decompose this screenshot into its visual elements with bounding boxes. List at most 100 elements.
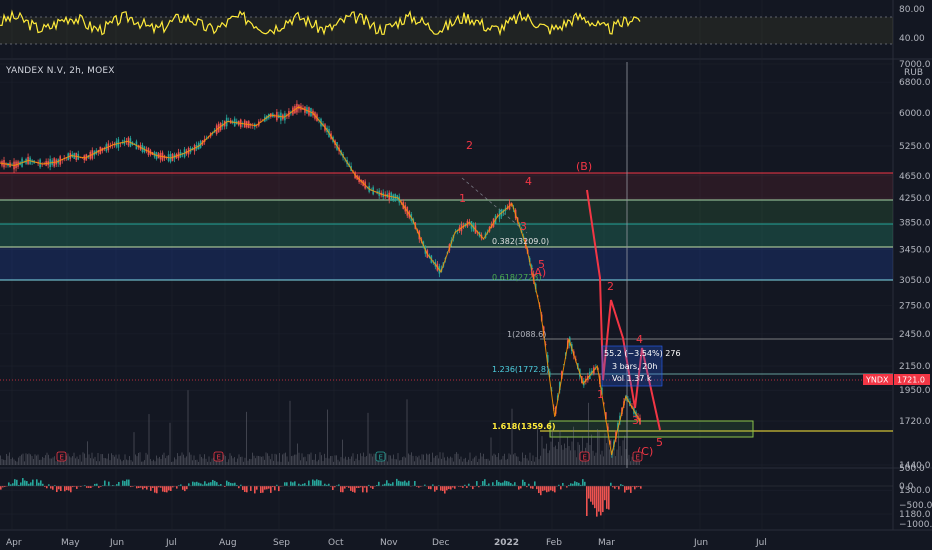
volume-bar <box>363 452 364 465</box>
volume-bar <box>331 455 333 465</box>
fib-label-0618: 0.618(2723) <box>492 273 542 282</box>
volume-bar <box>628 454 630 465</box>
fib-label-1: 1(2088.6) <box>507 330 546 339</box>
volume-bar <box>147 454 148 465</box>
volume-bar <box>334 455 336 465</box>
hist-bar <box>364 486 366 488</box>
hist-bar <box>156 486 158 494</box>
volume-bar <box>118 454 120 465</box>
candle-body <box>639 417 641 425</box>
volume-bar <box>609 449 610 465</box>
volume-bar <box>274 453 276 465</box>
hist-bar <box>572 483 574 486</box>
hist-bar <box>450 486 452 490</box>
last-price-tag <box>894 374 930 385</box>
price-axis[interactable]: 7000.0 6800.0 6000.0 5250.0 4650.0 4250.0 3850… <box>899 60 931 520</box>
volume-bar <box>357 454 358 465</box>
volume-bar <box>417 457 418 465</box>
hist-bar <box>598 486 600 512</box>
volume-bar <box>322 461 324 465</box>
volume-bar <box>541 436 543 465</box>
volume-bar <box>382 461 384 465</box>
volume-bar <box>255 458 256 465</box>
hist-bar <box>148 486 150 487</box>
time-axis[interactable]: Apr May Jun Jul Aug Sep Oct Nov Dec 2022 Feb Mar Jun… <box>6 538 767 548</box>
hist-bar <box>398 480 400 486</box>
hist-bar <box>592 486 594 505</box>
earnings-marker[interactable]: E <box>375 451 386 462</box>
volume-bar <box>283 453 285 465</box>
price-tick: 3850.0 <box>899 218 931 228</box>
volume-bar <box>388 455 390 465</box>
hist-bar <box>594 486 596 509</box>
hist-bar <box>236 485 238 486</box>
last-price-text: 1721.0 <box>897 376 925 385</box>
hist-bar <box>112 485 114 486</box>
volume-bar <box>457 453 459 465</box>
hist-bar <box>588 486 590 499</box>
hist-bar <box>626 486 628 491</box>
hist-bar <box>304 483 306 486</box>
earnings-marker[interactable]: E <box>213 451 224 462</box>
volume-bar <box>198 461 199 465</box>
volume-bar <box>270 459 271 465</box>
hist-bar <box>576 482 578 486</box>
hist-bar <box>334 486 336 488</box>
volume-bar <box>49 458 51 465</box>
candle-body <box>558 382 561 391</box>
earnings-marker[interactable]: E <box>56 451 67 462</box>
hist-tick-0: 0.0 <box>899 482 914 492</box>
volume-bar <box>462 461 463 465</box>
volume-bar <box>517 456 519 465</box>
volume-bar <box>447 456 448 465</box>
earnings-marker[interactable]: E <box>579 451 590 462</box>
volume-bar <box>360 453 361 465</box>
hist-bar <box>146 486 148 490</box>
volume-bar <box>193 455 195 465</box>
volume-bar <box>144 460 145 465</box>
hist-bar <box>48 484 50 486</box>
volume-bar <box>574 450 576 465</box>
volume-bar <box>120 459 121 465</box>
hist-bar <box>72 486 74 488</box>
volume-bar <box>489 460 490 465</box>
volume-bar <box>480 452 481 465</box>
hist-bar <box>278 486 280 492</box>
volume-bar <box>481 456 483 465</box>
volume-bar <box>100 454 102 465</box>
hist-bar <box>486 484 488 486</box>
volume-bar <box>171 461 172 465</box>
earnings-marker[interactable]: E <box>632 451 643 462</box>
hist-bar <box>596 486 598 517</box>
hist-bar <box>500 482 502 486</box>
wave-3a: 3 <box>520 220 527 233</box>
hist-bar <box>344 486 346 489</box>
time-tick: Jun <box>109 538 124 548</box>
volume-bar <box>211 458 213 465</box>
volume-bar <box>513 454 514 465</box>
symbol-title[interactable]: YANDEX N.V, 2h, MOEX <box>6 66 115 76</box>
hist-bar <box>260 486 262 493</box>
volume-bar <box>243 461 244 465</box>
volume-bar <box>408 453 409 465</box>
price-tick: 3450.0 <box>899 245 931 255</box>
volume-bar <box>75 458 76 465</box>
measure-box[interactable] <box>601 345 663 387</box>
volume-bar <box>261 456 262 465</box>
hist-bar <box>638 486 640 487</box>
volume-bar <box>10 459 12 465</box>
hist-bar <box>350 486 352 491</box>
volume-bar <box>559 430 561 465</box>
volume-bar <box>531 461 532 465</box>
volume-bar <box>561 445 562 465</box>
volume-bar <box>42 456 43 465</box>
hist-bar <box>12 483 14 486</box>
volume-bar <box>238 454 240 465</box>
target-zone[interactable] <box>549 420 754 438</box>
hist-bar <box>294 481 296 486</box>
volume-bar <box>477 461 478 465</box>
hist-bar <box>172 486 174 488</box>
volume-bar <box>487 458 489 465</box>
volume-bar <box>51 458 52 465</box>
